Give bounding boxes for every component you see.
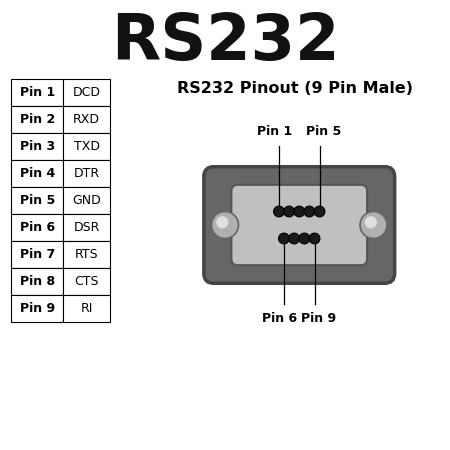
Circle shape [284, 206, 295, 217]
Text: RI: RI [81, 302, 93, 315]
Text: Pin 8: Pin 8 [19, 275, 55, 288]
Text: GND: GND [72, 194, 101, 207]
Circle shape [309, 233, 320, 244]
Text: Pin 1: Pin 1 [257, 126, 292, 139]
Circle shape [299, 233, 310, 244]
Bar [11, 79, 63, 106]
Bar [11, 187, 63, 214]
Text: Pin 7: Pin 7 [19, 248, 55, 261]
Bar [11, 133, 63, 160]
Text: Pin 9: Pin 9 [302, 311, 337, 324]
Circle shape [314, 206, 325, 217]
Text: RXD: RXD [73, 113, 100, 126]
Bar [63, 241, 110, 268]
Circle shape [279, 233, 289, 244]
Text: Pin 6: Pin 6 [262, 311, 297, 324]
Circle shape [212, 212, 239, 239]
Bar [63, 187, 110, 214]
Bar [63, 268, 110, 295]
Bar [11, 268, 63, 295]
Bar [63, 106, 110, 133]
Text: RS232: RS232 [111, 11, 339, 73]
Text: DCD: DCD [72, 86, 101, 99]
Text: Pin 2: Pin 2 [19, 113, 55, 126]
Bar [11, 160, 63, 187]
Text: Pin 5: Pin 5 [306, 126, 342, 139]
Bar [63, 160, 110, 187]
Bar [63, 295, 110, 322]
FancyBboxPatch shape [204, 167, 395, 284]
Text: Pin 4: Pin 4 [19, 167, 55, 180]
Text: Pin 3: Pin 3 [19, 140, 55, 153]
Text: DSR: DSR [73, 221, 100, 234]
Circle shape [364, 216, 377, 229]
Bar [63, 214, 110, 241]
Bar [11, 295, 63, 322]
Bar [63, 133, 110, 160]
Text: DTR: DTR [73, 167, 100, 180]
Circle shape [289, 233, 300, 244]
Text: Pin 6: Pin 6 [19, 221, 55, 234]
Circle shape [294, 206, 305, 217]
Bar [11, 241, 63, 268]
Text: Pin 1: Pin 1 [19, 86, 55, 99]
Text: CTS: CTS [74, 275, 99, 288]
Text: Pin 5: Pin 5 [19, 194, 55, 207]
Text: RS232 Pinout (9 Pin Male): RS232 Pinout (9 Pin Male) [177, 81, 413, 96]
Text: RTS: RTS [75, 248, 99, 261]
Circle shape [274, 206, 284, 217]
Text: Pin 9: Pin 9 [19, 302, 55, 315]
Circle shape [216, 216, 228, 229]
Bar [11, 106, 63, 133]
Circle shape [360, 212, 387, 239]
FancyBboxPatch shape [231, 185, 367, 265]
Bar [63, 79, 110, 106]
Text: TXD: TXD [74, 140, 99, 153]
Bar [11, 214, 63, 241]
Circle shape [304, 206, 315, 217]
